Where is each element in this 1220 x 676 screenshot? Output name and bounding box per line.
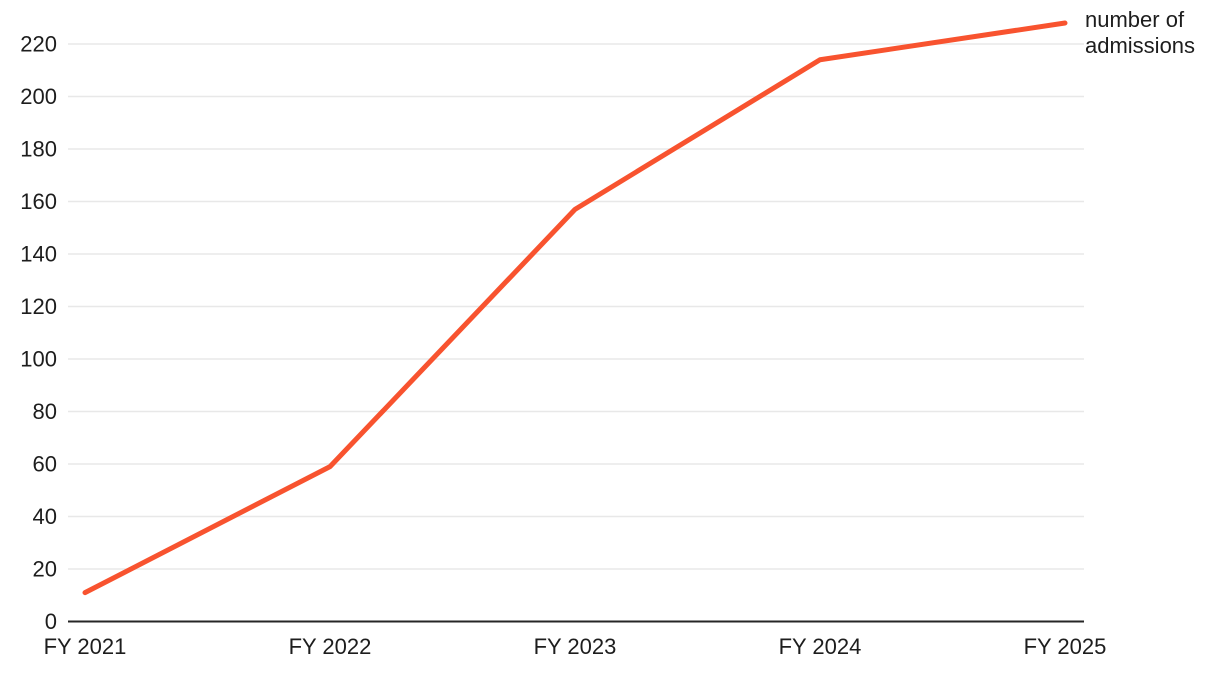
x-tick-label-4: FY 2024 xyxy=(779,634,862,659)
series-label: number of admissions xyxy=(1085,7,1196,58)
y-tick-label-220: 220 xyxy=(20,31,57,56)
y-tick-label-0: 0 xyxy=(45,609,57,634)
y-tick-label-60: 60 xyxy=(33,451,57,476)
y-tick-label-80: 80 xyxy=(33,399,57,424)
x-axis-labels: FY 2021 FY 2022 FY 2023 FY 2024 FY 2025 xyxy=(44,634,1107,659)
y-tick-label-180: 180 xyxy=(20,136,57,161)
y-tick-label-40: 40 xyxy=(33,504,57,529)
y-tick-label-20: 20 xyxy=(33,556,57,581)
y-tick-label-120: 120 xyxy=(20,294,57,319)
gridlines xyxy=(68,43,1084,570)
x-tick-label-5: FY 2025 xyxy=(1024,634,1107,659)
y-tick-label-160: 160 xyxy=(20,189,57,214)
x-tick-label-2: FY 2022 xyxy=(289,634,372,659)
series-line-admissions xyxy=(82,20,1068,596)
y-axis-labels: 0 20 40 60 80 100 120 140 160 180 200 220 xyxy=(20,31,57,634)
y-tick-label-100: 100 xyxy=(20,346,57,371)
y-tick-label-140: 140 xyxy=(20,241,57,266)
y-tick-label-200: 200 xyxy=(20,84,57,109)
x-tick-label-3: FY 2023 xyxy=(534,634,617,659)
x-tick-label-1: FY 2021 xyxy=(44,634,127,659)
